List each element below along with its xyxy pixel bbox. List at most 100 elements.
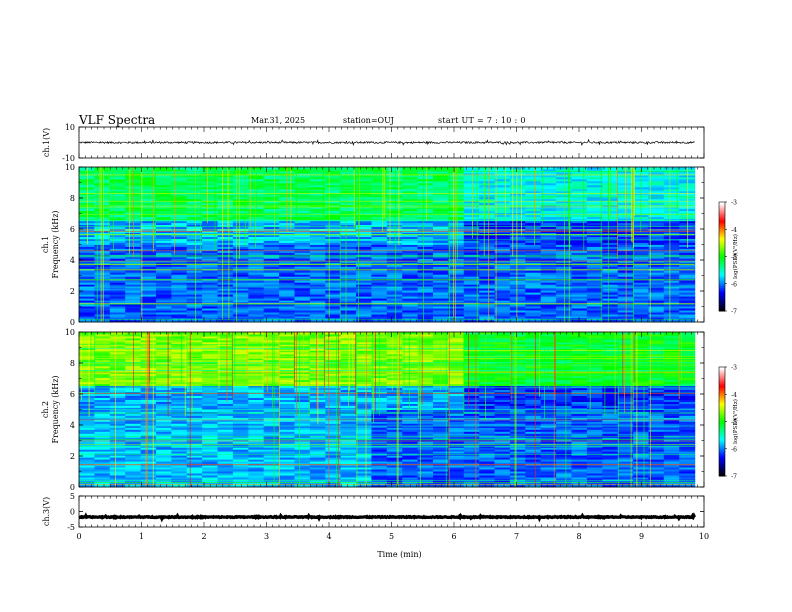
spectrum-cell	[386, 174, 403, 178]
spectrum-cell	[232, 250, 249, 253]
spectrum-cell	[586, 169, 603, 172]
spectrum-cell	[371, 282, 388, 285]
spectrum-cell	[140, 475, 157, 478]
spectrum-cell	[171, 250, 188, 253]
spectrum-cell	[463, 266, 480, 269]
spectrum-cell	[356, 449, 372, 452]
spectrum-cell	[356, 405, 372, 408]
spectrum-cell	[294, 248, 311, 251]
spectrum-cell	[417, 256, 434, 259]
spectrum-cell	[417, 437, 434, 440]
spectrum-cell	[494, 206, 511, 210]
spectrum-cell	[156, 409, 172, 412]
spectrum-cell	[248, 455, 265, 458]
spectrum-cell	[525, 202, 542, 206]
spectrum-cell	[448, 230, 465, 233]
spectrum-cell	[356, 411, 372, 414]
spectrum-cell	[602, 224, 619, 227]
spectrum-cell	[448, 441, 465, 444]
spectrum-cell	[386, 218, 403, 222]
spectrum-cell	[525, 282, 542, 285]
spectrum-cell	[340, 192, 357, 196]
spectrum-cell	[540, 270, 557, 273]
spectrum-cell	[525, 186, 542, 190]
spectrum-cell	[509, 304, 526, 307]
spectrum-cell	[663, 180, 680, 184]
spectrum-cell	[402, 222, 419, 225]
spectrum-cell	[571, 216, 588, 220]
spectrum-cell	[202, 467, 219, 470]
spectrum-cell	[156, 208, 172, 212]
spectrum-cell	[648, 282, 665, 285]
spectrum-cell	[79, 204, 95, 208]
spectrum-cell	[125, 407, 142, 410]
spectrum-cell	[586, 423, 603, 426]
spectrum-cell	[433, 272, 449, 275]
spectrum-cell	[371, 250, 388, 253]
spectrum-cell	[356, 280, 372, 283]
spectrum-cell	[309, 300, 326, 303]
spectrum-cell	[263, 214, 280, 218]
spectrum-cell	[633, 282, 650, 285]
spectrum-cell	[171, 477, 188, 480]
spectrum-cell	[309, 441, 326, 444]
spectrum-cell	[509, 441, 526, 444]
spectrum-cell	[648, 413, 665, 416]
spectrum-cell	[109, 208, 126, 212]
spectrum-cell	[494, 409, 511, 412]
spectrum-cell	[294, 316, 311, 319]
spectrum-cell	[79, 174, 95, 178]
spectrum-cell	[417, 477, 434, 480]
spectrum-cell	[325, 485, 342, 488]
spectrum-cell	[171, 274, 188, 277]
spectrum-cell	[633, 314, 650, 317]
y-axis-label-frequency: Frequency (kHz)	[51, 210, 60, 278]
spectrum-cell	[617, 296, 634, 299]
spectrum-cell	[633, 427, 650, 430]
spectrum-cell	[494, 218, 511, 222]
spectrum-cell	[186, 280, 203, 283]
spectrum-cell	[479, 272, 496, 275]
spectrum-cell	[340, 270, 357, 273]
spectrum-cell	[448, 196, 465, 200]
spectrum-cell	[494, 258, 511, 261]
spectrum-cell	[340, 419, 357, 422]
spectrum-cell	[417, 469, 434, 472]
spectrum-cell	[479, 244, 496, 247]
spectrum-cell	[479, 290, 496, 293]
spectrum-cell	[140, 236, 157, 239]
spectrum-cell	[417, 316, 434, 319]
spectrum-cell	[602, 288, 619, 291]
spectrum-cell	[448, 208, 465, 212]
spectrum-cell	[202, 212, 219, 216]
spectrum-cell	[202, 196, 219, 200]
spectrum-cell	[617, 409, 634, 412]
spectrum-cell	[263, 310, 280, 313]
spectrum-cell	[494, 413, 511, 416]
spectrum-cell	[140, 286, 157, 289]
spectrum-cell	[294, 475, 311, 478]
spectrum-cell	[525, 475, 542, 478]
spectrum-cell	[232, 447, 249, 450]
spectrum-cell	[448, 284, 465, 287]
spectrum-cell	[386, 171, 403, 174]
spectrum-cell	[94, 441, 111, 444]
spectrum-cell	[433, 192, 449, 196]
spectrum-cell	[540, 447, 557, 450]
spectrum-cell	[325, 167, 342, 170]
spectrum-cell	[340, 431, 357, 434]
spectrum-cell	[679, 425, 696, 428]
spectrum-cell	[479, 226, 496, 229]
spectrum-cell	[617, 272, 634, 275]
spectrum-cell	[248, 248, 265, 251]
spectrum-cell	[509, 230, 526, 233]
spectrum-cell	[479, 465, 496, 468]
spectrum-cell	[156, 236, 172, 239]
spectrum-cell	[540, 471, 557, 474]
spectrum-cell	[433, 425, 449, 428]
spectrum-cell	[186, 284, 203, 287]
spectrum-cell	[79, 242, 95, 245]
spectrum-cell	[156, 310, 172, 313]
spectrum-cell	[602, 433, 619, 436]
spectrum-cell	[140, 306, 157, 309]
